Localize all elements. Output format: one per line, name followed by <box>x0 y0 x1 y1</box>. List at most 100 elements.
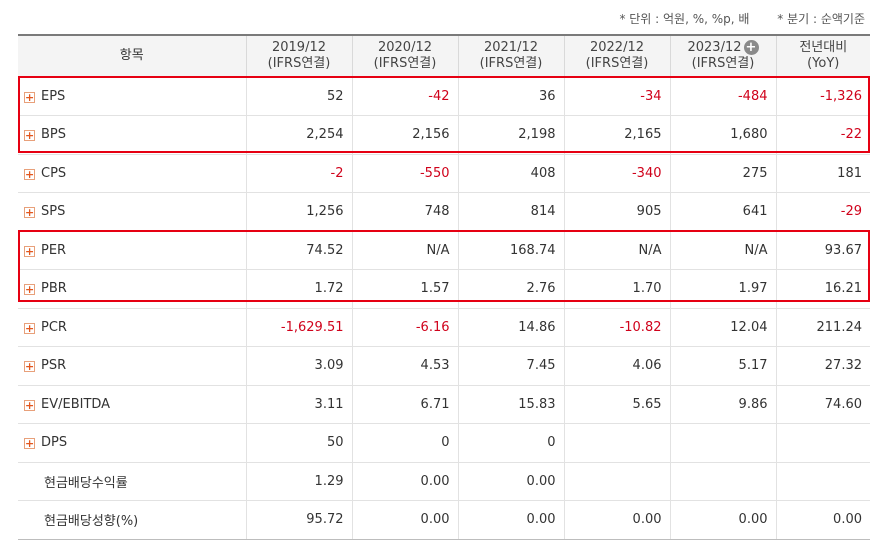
header-year: 2022/12 <box>589 40 644 56</box>
value-cell: -340 <box>563 154 670 193</box>
plus-square-icon[interactable]: + <box>24 437 35 451</box>
table-row: 현금배당수익률 1.29 0.00 0.00 <box>18 462 870 501</box>
table-row: + PCR -1,629.51 -6.16 14.86 -10.82 12.04 211.24 <box>18 308 870 347</box>
plus-square-icon[interactable]: + <box>24 244 35 258</box>
value-cell: -484 <box>669 77 776 116</box>
header-year-wrap: 2023/12 + <box>671 40 776 56</box>
value-cell: 7.45 <box>457 346 564 386</box>
yoy-cell: 0.00 <box>775 500 870 540</box>
header-year-2023: 2023/12 + (IFRS연결) <box>669 34 776 78</box>
value-cell: 0.00 <box>457 500 564 540</box>
value-cell: 52 <box>245 77 352 116</box>
plus-square-icon[interactable]: + <box>24 398 35 412</box>
row-label: EV/EBITDA <box>41 396 111 412</box>
yoy-cell: 16.21 <box>775 269 870 309</box>
plus-square-icon[interactable]: + <box>24 321 35 335</box>
row-label-cell[interactable]: + CPS <box>18 154 246 193</box>
yoy-cell: 93.67 <box>775 231 870 270</box>
row-label-cell[interactable]: + PSR <box>18 346 246 386</box>
value-cell: -1,629.51 <box>245 308 352 347</box>
header-year: 2020/12 <box>377 40 432 56</box>
header-basis: (IFRS연결) <box>267 56 331 72</box>
value-cell: 50 <box>245 423 352 463</box>
header-basis: (IFRS연결) <box>479 56 543 72</box>
value-cell: 2,254 <box>245 115 352 155</box>
table-row: + BPS 2,254 2,156 2,198 2,165 1,680 -22 <box>18 115 870 155</box>
value-cell: -42 <box>351 77 458 116</box>
row-label-cell[interactable]: + BPS <box>18 115 246 155</box>
row-label: 현금배당성향(%) <box>44 514 139 530</box>
table-row: + PER 74.52 N/A 168.74 N/A N/A 93.67 <box>18 231 870 270</box>
plus-square-icon[interactable]: + <box>24 129 35 143</box>
row-label-cell: 현금배당성향(%) <box>18 500 246 540</box>
value-cell: N/A <box>669 231 776 270</box>
value-cell: 2,165 <box>563 115 670 155</box>
table-row: + EPS 52 -42 36 -34 -484 -1,326 <box>18 77 870 116</box>
header-year: 2023/12 <box>687 40 742 56</box>
value-cell: 95.72 <box>245 500 352 540</box>
value-cell: 15.83 <box>457 385 564 424</box>
header-year: 2019/12 <box>271 40 326 56</box>
value-cell: -2 <box>245 154 352 193</box>
value-cell: 1.97 <box>669 269 776 309</box>
header-basis: (IFRS연결) <box>585 56 649 72</box>
value-cell: 36 <box>457 77 564 116</box>
header-yoy: 전년대비 (YoY) <box>775 34 870 78</box>
plus-square-icon[interactable]: + <box>24 283 35 297</box>
row-label: PBR <box>41 281 67 297</box>
value-cell: 14.86 <box>457 308 564 347</box>
value-cell: -10.82 <box>563 308 670 347</box>
yoy-cell: -1,326 <box>775 77 870 116</box>
row-label-cell[interactable]: + EV/EBITDA <box>18 385 246 424</box>
plus-square-icon[interactable]: + <box>24 167 35 181</box>
yoy-cell: 27.32 <box>775 346 870 386</box>
value-cell: -34 <box>563 77 670 116</box>
value-cell: 3.11 <box>245 385 352 424</box>
table-row: + DPS 50 0 0 <box>18 423 870 463</box>
value-cell: 1.29 <box>245 462 352 501</box>
value-cell: 2,156 <box>351 115 458 155</box>
header-yoy-sub: (YoY) <box>807 56 840 72</box>
table-body: + EPS 52 -42 36 -34 -484 -1,326 + BPS 2,254 2,156 2,… <box>18 77 870 540</box>
row-label-cell[interactable]: + PCR <box>18 308 246 347</box>
value-cell: -550 <box>351 154 458 193</box>
row-label: 현금배당수익률 <box>44 475 128 491</box>
value-cell: 905 <box>563 192 670 232</box>
row-label-cell[interactable]: + PBR <box>18 269 246 309</box>
header-year-2020: 2020/12 (IFRS연결) <box>351 34 458 78</box>
row-label: DPS <box>41 435 68 451</box>
yoy-cell: 211.24 <box>775 308 870 347</box>
value-cell: 4.53 <box>351 346 458 386</box>
header-year-2022: 2022/12 (IFRS연결) <box>563 34 670 78</box>
plus-circle-icon[interactable]: + <box>743 40 759 56</box>
plus-square-icon[interactable]: + <box>24 206 35 220</box>
row-label-cell[interactable]: + PER <box>18 231 246 270</box>
value-cell: 0.00 <box>351 462 458 501</box>
yoy-cell <box>775 423 870 463</box>
value-cell: 0.00 <box>563 500 670 540</box>
plus-square-icon[interactable]: + <box>24 360 35 374</box>
row-label-cell[interactable]: + EPS <box>18 77 246 116</box>
header-item: 항목 <box>18 34 246 78</box>
row-label-cell[interactable]: + DPS <box>18 423 246 463</box>
yoy-cell: -29 <box>775 192 870 232</box>
value-cell: 12.04 <box>669 308 776 347</box>
row-label-cell[interactable]: + SPS <box>18 192 246 232</box>
value-cell <box>563 423 670 463</box>
plus-square-icon[interactable]: + <box>24 90 35 104</box>
value-cell: 1,680 <box>669 115 776 155</box>
value-cell <box>669 423 776 463</box>
table-row: + PSR 3.09 4.53 7.45 4.06 5.17 27.32 <box>18 346 870 386</box>
table-row: + SPS 1,256 748 814 905 641 -29 <box>18 192 870 232</box>
header-basis: (IFRS연결) <box>691 56 755 72</box>
value-cell: 1.57 <box>351 269 458 309</box>
value-cell <box>669 462 776 501</box>
row-label-cell: 현금배당수익률 <box>18 462 246 501</box>
value-cell: 2.76 <box>457 269 564 309</box>
header-year-2021: 2021/12 (IFRS연결) <box>457 34 564 78</box>
value-cell: -6.16 <box>351 308 458 347</box>
value-cell: 275 <box>669 154 776 193</box>
value-cell: 0.00 <box>669 500 776 540</box>
row-label: EPS <box>41 88 66 104</box>
